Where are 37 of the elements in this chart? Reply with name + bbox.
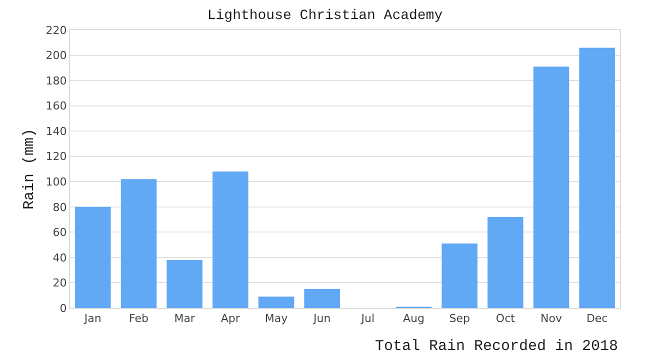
x-tick-label: Dec (586, 312, 608, 326)
x-tick-label: Sep (449, 312, 470, 326)
y-tick-label: 100 (46, 175, 67, 188)
y-tick-label: 220 (46, 24, 67, 37)
bar (212, 172, 248, 308)
y-axis-title: Rain (mm) (21, 128, 38, 210)
x-tick-label: Mar (174, 312, 196, 326)
x-tick-label: May (264, 312, 288, 326)
x-tick-label: Jan (83, 312, 102, 326)
y-tick-label: 80 (52, 200, 67, 214)
bar (120, 179, 157, 308)
y-tick-label: 200 (46, 49, 67, 62)
bar (75, 206, 111, 308)
bar (488, 217, 524, 308)
y-tick-label: 40 (52, 251, 67, 264)
text: Total Rain Recorded in 2018 (375, 338, 618, 355)
y-tick-label: 20 (52, 276, 67, 290)
x-tick-label: Oct (496, 312, 516, 326)
bar (166, 260, 202, 308)
y-tick-label: 160 (46, 100, 67, 113)
y-tick-label: 60 (52, 226, 67, 240)
x-tick-label: Aug (403, 312, 424, 326)
bar (442, 244, 478, 308)
x-tick-label: Feb (129, 312, 148, 326)
x-tick-label: Nov (540, 312, 562, 326)
bar (304, 289, 340, 308)
bar (533, 66, 570, 308)
bar (579, 48, 615, 308)
x-tick-label: Jul (360, 312, 375, 326)
x-tick-label: Apr (220, 312, 240, 326)
y-tick-label: 180 (46, 74, 67, 88)
y-tick-label: 140 (46, 124, 67, 138)
x-tick-label: Jun (312, 312, 331, 326)
chart-title: Lighthouse Christian Academy (207, 8, 443, 24)
bar (258, 296, 294, 308)
y-tick-label: 120 (46, 150, 67, 164)
y-tick-label: 0 (60, 302, 67, 315)
